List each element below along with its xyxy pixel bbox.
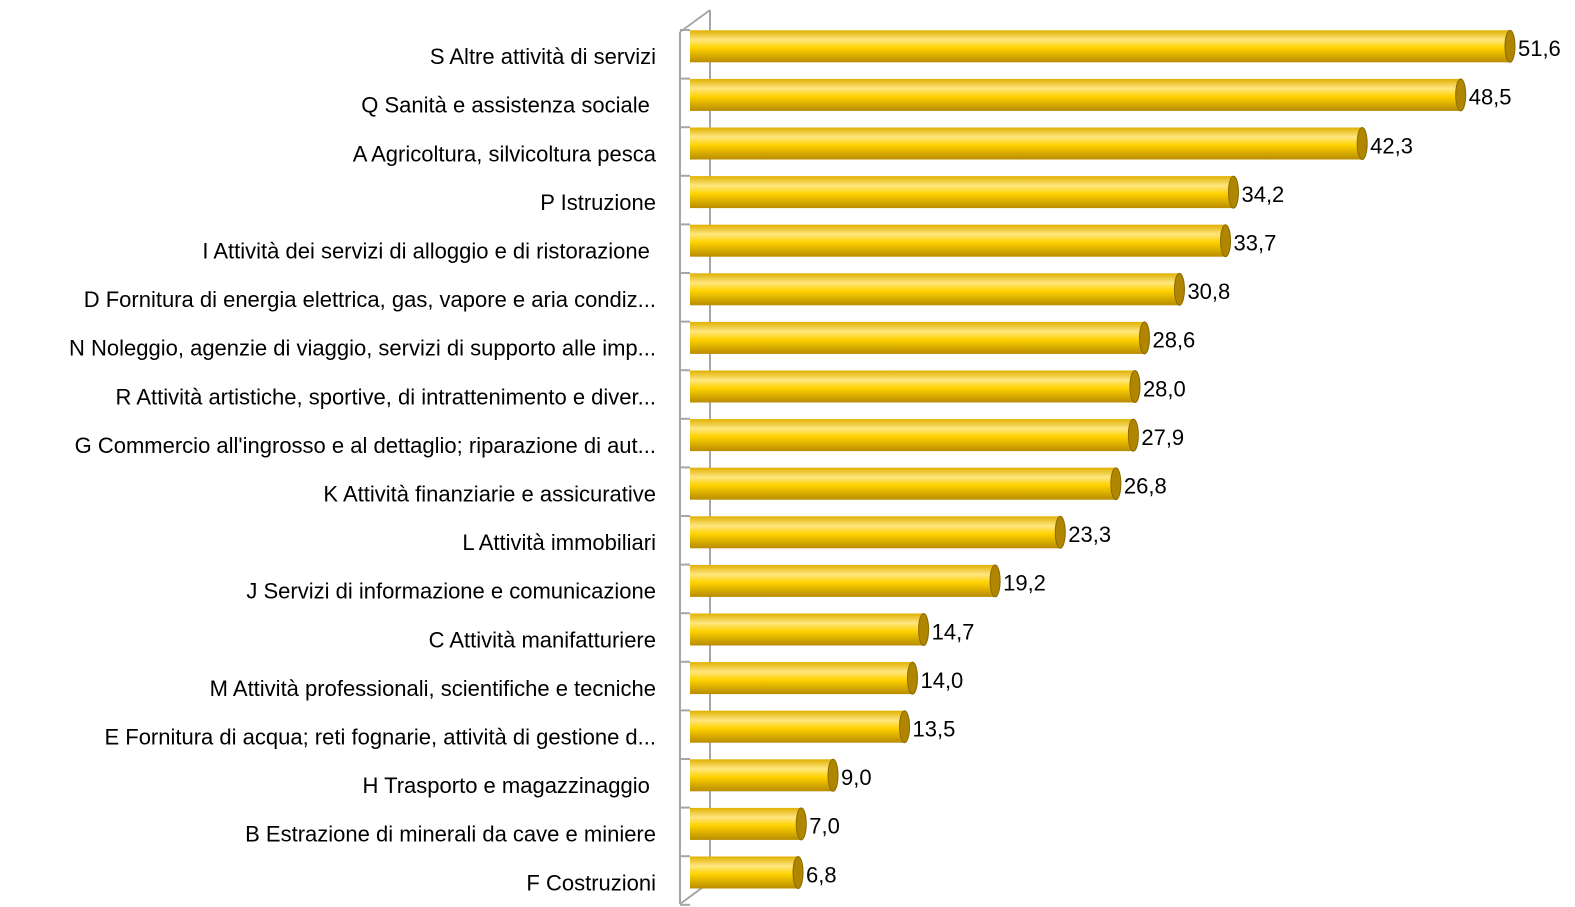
bar-cap [1110,467,1122,501]
value-label: 14,7 [932,619,975,644]
bar-cap [906,661,918,695]
bar [690,613,930,646]
value-label: 27,9 [1141,425,1184,450]
category-label: J Servizi di informazione e comunicazion… [246,579,656,604]
bar-body [690,78,1461,111]
category-label: F Costruzioni [526,870,656,895]
bar-cap [1129,370,1141,403]
bar-body [690,321,1145,354]
bar [690,807,807,841]
value-label: 42,3 [1370,133,1413,158]
bar-cap [1504,29,1516,63]
bar-body [690,856,799,889]
bar-cap [899,710,911,744]
bar [690,321,1150,355]
category-label: I Attività dei servizi di alloggio e di … [202,239,656,264]
value-label: 19,2 [1003,571,1046,596]
bar-cap [1227,175,1239,209]
category-label: M Attività professionali, scientifiche e… [210,676,656,701]
bar-body [690,224,1226,257]
value-label: 14,0 [920,668,963,693]
bar-body [690,564,996,597]
bar-body [690,127,1363,160]
category-label: B Estrazione di minerali da cave e minie… [245,822,656,847]
value-label: 51,6 [1518,36,1561,61]
bar-cap [1054,515,1066,549]
category-label: E Fornitura di acqua; reti fognarie, att… [104,725,656,750]
category-label: A Agricoltura, silvicoltura pesca [353,141,657,166]
value-label: 48,5 [1469,85,1512,110]
value-label: 28,6 [1152,328,1195,353]
category-label: P Istruzione [540,190,656,215]
bar [690,564,1001,598]
category-label: S Altre attività di servizi [430,44,656,69]
category-label: G Commercio all'ingrosso e al dettaglio;… [75,433,656,458]
bar-cap [1138,321,1150,355]
bar-cap [1127,418,1139,452]
bar-body [690,662,913,695]
bar-cap [1455,78,1467,112]
bar [690,272,1185,306]
value-label: 33,7 [1234,231,1277,256]
bar-cap [1356,127,1368,160]
value-label: 28,0 [1143,376,1186,401]
bar [690,78,1467,112]
value-label: 13,5 [913,717,956,742]
value-label: 23,3 [1068,522,1111,547]
bar-body [690,467,1116,500]
value-label: 26,8 [1124,474,1167,499]
value-label: 6,8 [806,862,837,887]
value-label: 9,0 [841,765,872,790]
bar-cap [1173,272,1185,306]
bar-body [690,419,1134,452]
bar-cap [989,564,1001,598]
bar [690,418,1139,452]
bar [690,467,1122,501]
bar [690,127,1368,160]
category-label: K Attività finanziarie e assicurative [323,482,656,507]
category-label: R Attività artistiche, sportive, di intr… [116,384,656,409]
bar [690,175,1239,209]
category-label: H Trasporto e magazzinaggio [363,773,657,798]
bar-body [690,759,834,792]
value-label: 34,2 [1241,182,1284,207]
category-label: L Attività immobiliari [462,530,656,555]
category-label: D Fornitura di energia elettrica, gas, v… [84,287,656,312]
value-label: 7,0 [809,814,840,839]
category-label: N Noleggio, agenzie di viaggio, servizi … [69,336,656,361]
bar-body [690,807,802,840]
bar [690,661,918,695]
bar-body [690,516,1061,549]
bar [690,710,911,744]
value-label: 30,8 [1187,279,1230,304]
bar [690,758,839,792]
category-label: C Attività manifatturiere [429,627,656,652]
bar [690,515,1066,549]
bar-body [690,176,1234,209]
bar-body [690,370,1135,403]
bar [690,29,1516,63]
bar-cap [827,758,839,792]
bar [690,370,1141,403]
bar [690,224,1232,258]
bar-body [690,273,1180,306]
bar-cap [1220,224,1232,258]
bar-cap [795,807,807,841]
bar [690,856,804,889]
category-label: Q Sanità e assistenza sociale [361,93,656,118]
bar-body [690,30,1510,63]
bar-body [690,710,905,743]
bar-cap [918,613,930,646]
bar-body [690,613,924,646]
bar-cap [792,856,804,889]
